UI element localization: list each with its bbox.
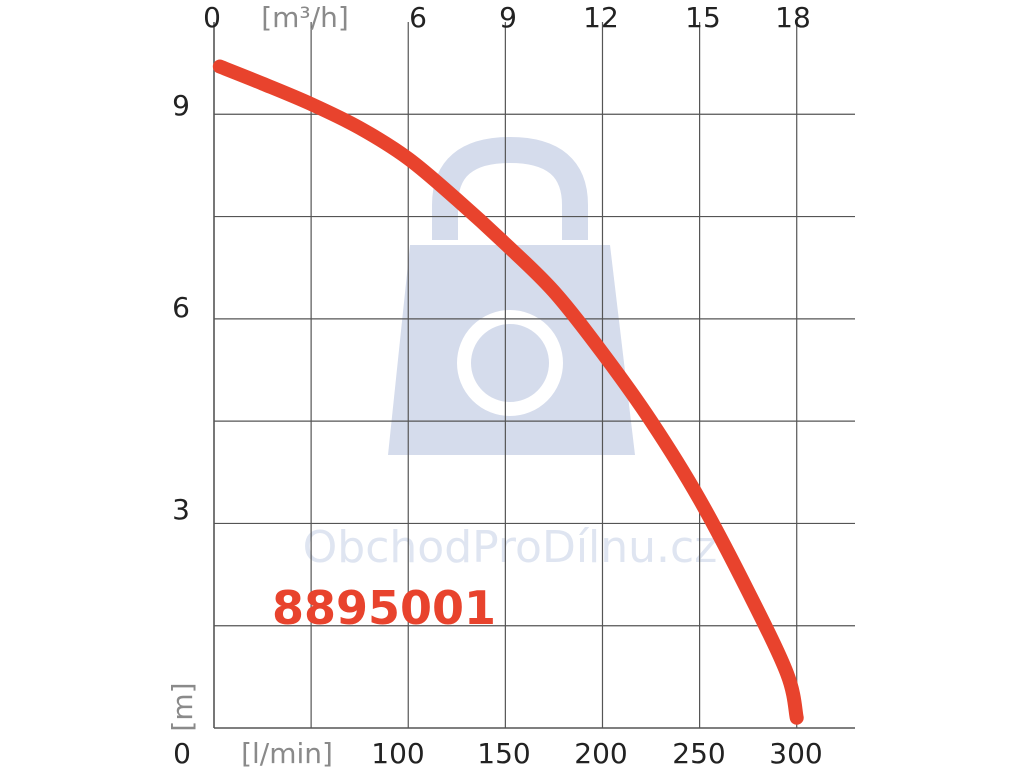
x-bottom-tick-label: 200 <box>574 737 627 768</box>
x-top-tick-label: 6 <box>409 1 427 34</box>
x-top-tick-label: 0 <box>203 1 221 34</box>
axis-labels: 0 [l/min] 100 150 200 250 300 0 [m³/h] 6 9 12 15 18 3 6… <box>166 1 823 768</box>
model-number-label: 8895001 <box>272 581 496 635</box>
x-bottom-tick-label: 100 <box>371 737 424 768</box>
watermark-text: ObchodProDílnu.cz <box>303 522 718 573</box>
x-bottom-tick-label: 250 <box>672 737 725 768</box>
x-bottom-unit-label: [l/min] <box>241 737 333 768</box>
x-top-unit-label: [m³/h] <box>261 1 349 34</box>
grid <box>213 22 855 729</box>
x-top-tick-label: 15 <box>685 1 721 34</box>
watermark-wrench-icon <box>457 310 563 416</box>
performance-curve <box>212 59 804 725</box>
watermark-bag-handle <box>432 136 588 240</box>
watermark-logo: ObchodProDílnu.cz <box>303 136 718 573</box>
y-tick-label: 9 <box>172 89 190 122</box>
x-top-tick-label: 9 <box>499 1 517 34</box>
y-tick-label: 6 <box>172 291 190 324</box>
y-tick-label: 3 <box>172 493 190 526</box>
x-top-tick-label: 18 <box>775 1 811 34</box>
x-bottom-tick-label: 150 <box>477 737 530 768</box>
x-top-tick-label: 12 <box>583 1 619 34</box>
x-bottom-tick-label: 300 <box>769 737 822 768</box>
x-bottom-tick-label: 0 <box>173 737 191 768</box>
y-unit-label: [m] <box>166 682 199 731</box>
watermark-wrench-slot <box>502 342 545 383</box>
